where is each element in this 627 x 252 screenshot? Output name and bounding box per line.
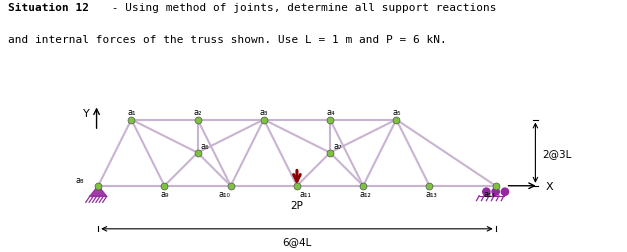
Text: a₆: a₆	[201, 141, 209, 150]
Text: - Using method of joints, determine all support reactions: - Using method of joints, determine all …	[105, 3, 496, 13]
Text: a₃: a₃	[260, 107, 268, 116]
Text: X: X	[545, 181, 553, 191]
Text: 2@3L: 2@3L	[542, 148, 571, 158]
Text: 6@4L: 6@4L	[282, 236, 312, 246]
Text: a₁₄: a₁₄	[483, 190, 495, 199]
Text: a₉: a₉	[161, 190, 169, 199]
Polygon shape	[90, 186, 107, 197]
Text: a₄: a₄	[326, 107, 335, 116]
Text: a₂: a₂	[194, 107, 202, 116]
Text: a₈: a₈	[75, 175, 83, 184]
Text: and internal forces of the truss shown. Use L = 1 m and P = 6 kN.: and internal forces of the truss shown. …	[8, 35, 446, 45]
Text: a₅: a₅	[393, 107, 401, 116]
Text: a₁₂: a₁₂	[359, 190, 371, 199]
Circle shape	[492, 188, 499, 196]
Text: a₁: a₁	[127, 107, 136, 116]
Text: a₇: a₇	[334, 141, 342, 150]
Text: Y: Y	[83, 108, 90, 118]
Text: a₁₀: a₁₀	[218, 190, 230, 199]
Text: Situation 12: Situation 12	[8, 3, 88, 13]
Text: a₁₁: a₁₁	[300, 190, 312, 199]
Circle shape	[502, 188, 508, 196]
Text: a₁₃: a₁₃	[426, 190, 437, 199]
Circle shape	[483, 188, 490, 196]
Text: 2P: 2P	[290, 200, 303, 210]
